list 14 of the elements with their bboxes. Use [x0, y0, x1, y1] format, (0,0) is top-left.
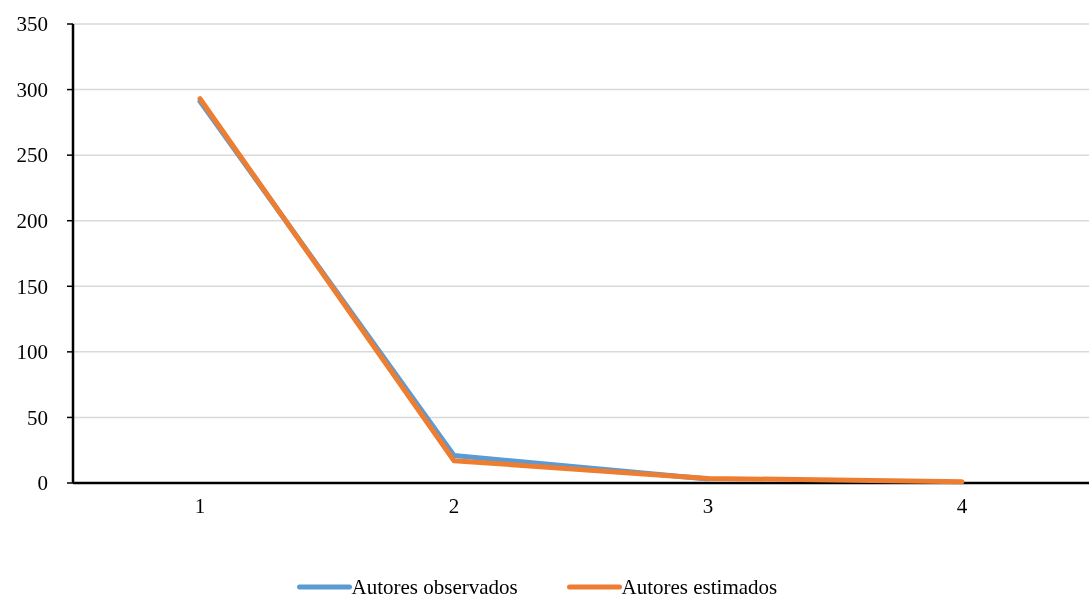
- y-tick-label: 250: [16, 143, 48, 168]
- y-tick-label: 350: [16, 12, 48, 37]
- x-tick-label: 3: [702, 494, 714, 518]
- x-tick-label: 2: [448, 494, 460, 518]
- legend-label: Autores observados: [351, 575, 518, 599]
- y-tick-label: 200: [16, 209, 48, 234]
- y-tick-label: 50: [27, 405, 48, 430]
- y-tick-label: 150: [16, 274, 48, 299]
- y-tick-label: 0: [37, 471, 48, 496]
- legend-label: Autores estimados: [621, 575, 778, 599]
- y-tick-label: 300: [16, 77, 48, 102]
- x-tick-label: 1: [194, 494, 206, 518]
- x-tick-label: 4: [956, 494, 968, 518]
- y-tick-label: 100: [16, 340, 48, 365]
